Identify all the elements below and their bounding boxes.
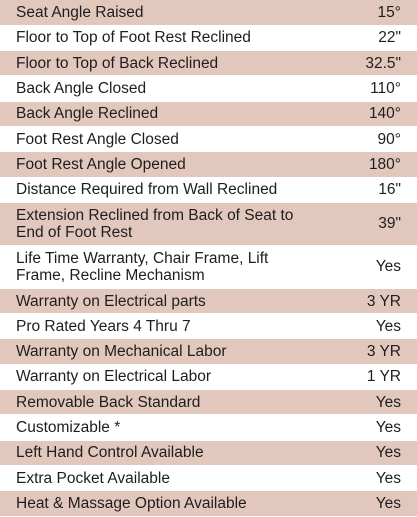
spec-value: Yes	[301, 414, 417, 441]
table-row: Extra Pocket Available Yes	[0, 465, 417, 492]
table-row: Warranty on Mechanical Labor 3 YR	[0, 338, 417, 365]
spec-label: Extension Reclined from Back of Seat to …	[0, 202, 301, 246]
spec-value: 3 YR	[301, 338, 417, 365]
spec-value: 90°	[301, 126, 417, 153]
spec-value: Yes	[301, 313, 417, 340]
table-row: Back Angle Reclined 140°	[0, 101, 417, 127]
table-row: Customizable * Yes	[0, 414, 417, 441]
spec-value: Yes	[301, 465, 417, 492]
spec-label: Back Angle Reclined	[0, 101, 301, 127]
table-row: Foot Rest Angle Closed 90°	[0, 126, 417, 153]
spec-label: Floor to Top of Foot Rest Reclined	[0, 25, 301, 52]
table-row: Back Angle Closed 110°	[0, 75, 417, 102]
spec-value: 39"	[301, 202, 417, 246]
spec-label: Floor to Top of Back Reclined	[0, 50, 301, 77]
table-row: Removable Back Standard Yes	[0, 389, 417, 416]
spec-label: Warranty on Electrical Labor	[0, 364, 301, 391]
table-row: Seat Angle Raised 15°	[0, 0, 417, 26]
spec-value: 22"	[301, 25, 417, 52]
spec-value: 140°	[301, 101, 417, 127]
spec-value: 3 YR	[301, 288, 417, 315]
spec-value: Yes	[301, 490, 417, 517]
table-row: Pro Rated Years 4 Thru 7 Yes	[0, 313, 417, 340]
table-row: Foot Rest Angle Opened 180°	[0, 151, 417, 178]
spec-value: Yes	[301, 389, 417, 416]
spec-label: Removable Back Standard	[0, 389, 301, 416]
spec-value: 110°	[301, 75, 417, 102]
spec-label: Foot Rest Angle Opened	[0, 151, 301, 178]
spec-label: Warranty on Mechanical Labor	[0, 338, 301, 365]
table-row: Warranty on Electrical Labor 1 YR	[0, 364, 417, 391]
spec-value: Yes	[301, 440, 417, 466]
spec-label: Seat Angle Raised	[0, 0, 301, 26]
spec-value: Yes	[301, 245, 417, 289]
spec-label: Life Time Warranty, Chair Frame, Lift Fr…	[0, 245, 301, 289]
spec-label: Back Angle Closed	[0, 75, 301, 102]
spec-value: 180°	[301, 151, 417, 178]
spec-label: Extra Pocket Available	[0, 465, 301, 492]
table-row: Warranty on Electrical parts 3 YR	[0, 288, 417, 315]
spec-value: 1 YR	[301, 364, 417, 391]
spec-label: Foot Rest Angle Closed	[0, 126, 301, 153]
spec-label: Distance Required from Wall Reclined	[0, 177, 301, 203]
table-row: Life Time Warranty, Chair Frame, Lift Fr…	[0, 245, 417, 289]
table-row: Floor to Top of Back Reclined 32.5"	[0, 50, 417, 77]
table-row: Extension Reclined from Back of Seat to …	[0, 202, 417, 246]
spec-label: Heat & Massage Option Available	[0, 490, 301, 517]
spec-label: Left Hand Control Available	[0, 440, 301, 466]
table-row: Floor to Top of Foot Rest Reclined 22"	[0, 25, 417, 52]
spec-label: Pro Rated Years 4 Thru 7	[0, 313, 301, 340]
spec-label: Customizable *	[0, 414, 301, 441]
spec-label: Warranty on Electrical parts	[0, 288, 301, 315]
spec-value: 15°	[301, 0, 417, 26]
spec-value: 32.5"	[301, 50, 417, 77]
table-row: Distance Required from Wall Reclined 16"	[0, 177, 417, 203]
table-row: Left Hand Control Available Yes	[0, 440, 417, 466]
table-row: Heat & Massage Option Available Yes	[0, 490, 417, 517]
spec-value: 16"	[301, 177, 417, 203]
